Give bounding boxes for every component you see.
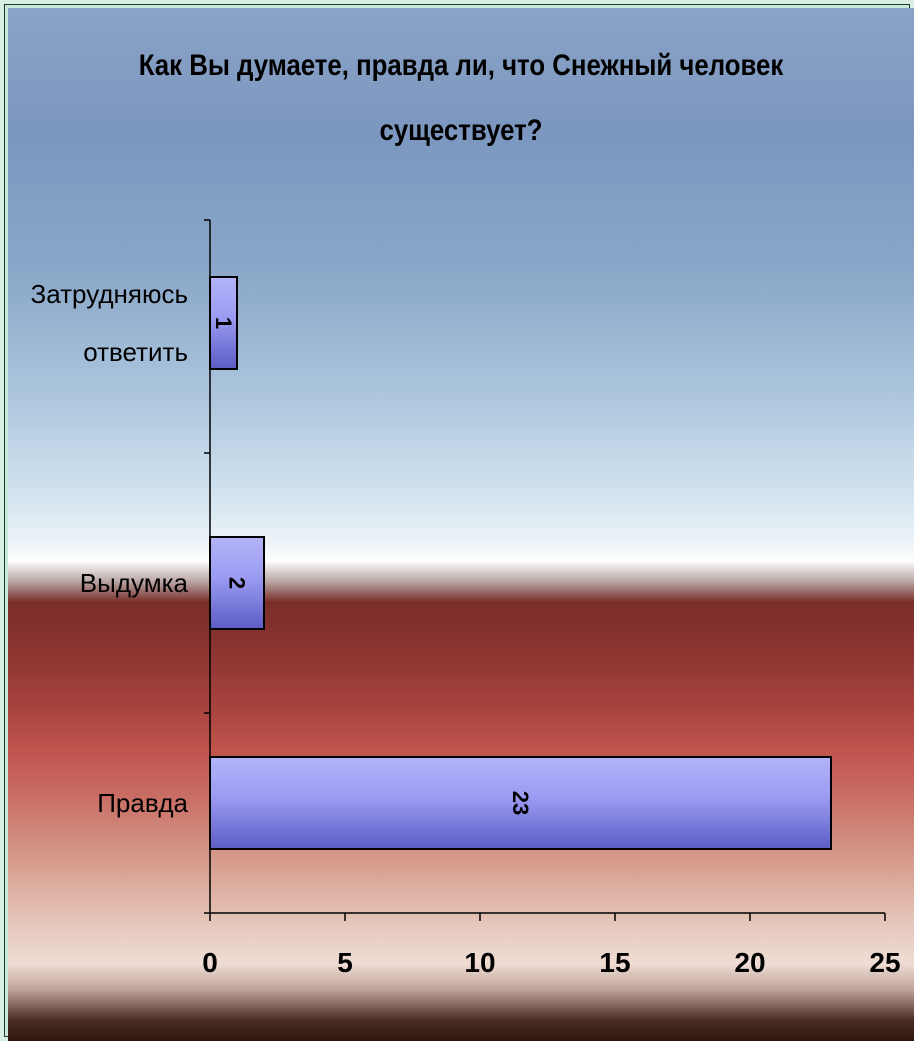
x-tick-label: 15 (599, 947, 630, 978)
category-label: ответить (83, 337, 188, 367)
bar (209, 536, 265, 630)
category-label: Правда (97, 788, 188, 818)
bar (209, 276, 238, 370)
bar-data-label: 23 (508, 791, 533, 815)
chart-title: Как Вы думаете, правда ли, что Снежный ч… (139, 48, 784, 146)
x-tick-label: 0 (202, 947, 218, 978)
category-labels: Затрудняюсь ответить Выдумка Правда (31, 279, 189, 818)
chart-title-line: Как Вы думаете, правда ли, что Снежный ч… (139, 48, 784, 81)
chart-title-line: существует? (379, 113, 542, 146)
x-tick-labels: 0 5 10 15 20 25 (202, 947, 900, 978)
bar (209, 756, 832, 850)
bar-data-label: 2 (225, 577, 250, 589)
x-tick-label: 25 (869, 947, 900, 978)
bar-data-label: 1 (211, 317, 236, 329)
x-tick-label: 5 (337, 947, 353, 978)
bar-chart: Как Вы думаете, правда ли, что Снежный ч… (31, 48, 901, 978)
x-tick-label: 10 (464, 947, 495, 978)
chart-background: Как Вы думаете, правда ли, что Снежный ч… (8, 8, 914, 1041)
category-label: Затрудняюсь (31, 279, 188, 309)
bars: 1 2 23 (209, 276, 832, 850)
category-label: Выдумка (80, 568, 189, 598)
x-tick-label: 20 (734, 947, 765, 978)
